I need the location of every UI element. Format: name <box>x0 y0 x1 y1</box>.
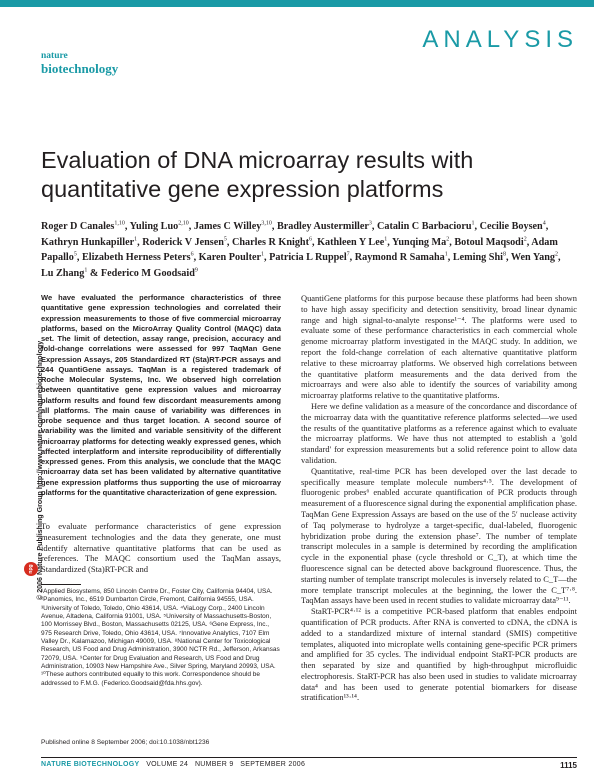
author-affiliation-mark: 1 <box>444 251 448 258</box>
footer-number: NUMBER 9 <box>194 761 234 768</box>
author-affiliation-mark: 5 <box>73 251 77 258</box>
author-name: Botoul Maqsodi <box>454 236 524 248</box>
author-separator: & <box>87 267 101 279</box>
author-name: Catalin C Barbacioru <box>377 221 472 232</box>
intro-text: To evaluate performance characteristics … <box>41 521 281 575</box>
author-name: Cecilie Boysen <box>479 221 543 232</box>
author-affiliation-mark: 2 <box>523 236 527 243</box>
author-affiliation-mark: 6 <box>309 236 312 243</box>
author-separator: , <box>226 236 233 248</box>
footer-date: SEPTEMBER 2006 <box>240 761 306 768</box>
author-affiliation-mark: 3 <box>368 220 372 227</box>
author-affiliation-mark: 9 <box>194 267 198 274</box>
author-separator: , <box>505 252 511 263</box>
affiliations: ¹Applied Biosystems, 850 Lincoln Centre … <box>41 588 280 687</box>
journal-logo-line1: nature <box>41 51 68 61</box>
author-separator: , <box>137 236 143 248</box>
footnote-divider <box>41 584 81 585</box>
running-footer: NATURE BIOTECHNOLOGY VOLUME 24 NUMBER 9 … <box>41 761 305 768</box>
author-affiliation-mark: 4 <box>542 220 546 227</box>
intro-paragraph: To evaluate performance characteristics … <box>41 521 281 575</box>
author-name: Charles R Knight <box>232 236 309 248</box>
author-name: Kathleen Y Lee <box>317 236 385 248</box>
author-name: Raymond R Samaha <box>354 252 445 263</box>
author-name: James C Willey <box>193 221 262 232</box>
author-separator: , <box>312 236 318 248</box>
publication-info: Published online 8 September 2006; doi:1… <box>41 739 210 746</box>
author-affiliation-mark: 2,10 <box>178 220 189 227</box>
author-separator: , <box>449 236 455 248</box>
author-affiliation-mark: 1 <box>261 251 265 258</box>
journal-logo: nature biotechnology <box>41 51 119 76</box>
author-separator: , <box>474 221 480 232</box>
body-paragraph: Quantitative, real-time PCR has been dev… <box>301 465 577 606</box>
author-affiliation-mark: 2 <box>554 251 558 258</box>
abstract-text: We have evaluated the performance charac… <box>41 293 281 497</box>
author-name: Lu Zhang <box>41 267 85 279</box>
author-affiliation-mark: 2 <box>446 236 450 243</box>
author-affiliation-mark: 1 <box>84 267 88 274</box>
author-affiliation-mark: 7 <box>346 251 350 258</box>
author-affiliation-mark: 1 <box>471 220 475 227</box>
author-affiliation-mark: 8 <box>502 251 506 258</box>
author-separator: , <box>387 236 392 248</box>
author-name: Roderick V Jensen <box>142 236 224 248</box>
author-separator: , <box>526 236 532 248</box>
author-affiliation-mark: 1 <box>134 236 138 243</box>
author-separator: , <box>349 252 355 263</box>
author-name: Federico M Goodsaid <box>100 267 195 279</box>
top-color-band <box>0 0 594 7</box>
journal-logo-line2: biotechnology <box>41 60 119 76</box>
page-number: 1115 <box>560 761 577 770</box>
author-affiliation-mark: 3,10 <box>261 220 272 227</box>
article-title: Evaluation of DNA microarray results wit… <box>41 147 474 202</box>
footer-divider <box>41 757 577 758</box>
author-separator: , <box>76 252 82 263</box>
author-name: Adam Papallo <box>41 236 558 264</box>
footer-volume: VOLUME 24 <box>146 761 189 768</box>
author-separator: , <box>371 221 377 232</box>
author-name: Yunqing Ma <box>391 236 447 248</box>
author-name: Bradley Austermiller <box>276 221 369 232</box>
author-separator: , <box>447 252 453 263</box>
footer-journal: NATURE BIOTECHNOLOGY <box>41 761 140 768</box>
author-separator: , <box>124 221 130 232</box>
body-paragraph: StaRT-PCR⁴·¹² is a competitive PCR-based… <box>301 606 577 703</box>
author-name: Wen Yang <box>510 252 555 263</box>
body-paragraph: QuantiGene platforms for this purpose be… <box>301 293 577 401</box>
author-separator: , <box>271 221 277 232</box>
author-name: Kathryn Hunkapiller <box>41 236 135 248</box>
author-affiliation-mark: 1,10 <box>114 220 125 227</box>
publisher-logo: npg <box>24 562 38 576</box>
author-separator: , <box>545 221 549 232</box>
abstract: We have evaluated the performance charac… <box>41 293 281 498</box>
section-label: ANALYSIS <box>422 26 578 53</box>
author-name: Leming Shi <box>452 252 503 263</box>
author-name: Patricia L Ruppel <box>269 252 347 263</box>
author-separator: , <box>264 252 270 263</box>
author-name: Elizabeth Herness Peters <box>81 252 191 263</box>
author-affiliation-mark: 1 <box>384 236 388 243</box>
body-paragraph: Here we define validation as a measure o… <box>301 400 577 465</box>
author-name: Roger D Canales <box>41 221 115 232</box>
author-separator: , <box>557 252 561 263</box>
author-name: Karen Poulter <box>198 252 262 263</box>
author-name: Yuling Luo <box>129 221 179 232</box>
body-column-right: QuantiGene platforms for this purpose be… <box>301 293 577 703</box>
author-separator: , <box>193 252 199 263</box>
author-separator: , <box>188 221 194 232</box>
author-affiliation-mark: 5 <box>223 236 227 243</box>
author-affiliation-mark: 6 <box>190 251 194 258</box>
author-list: Roger D Canales1,10, Yuling Luo2,10, Jam… <box>41 219 561 281</box>
